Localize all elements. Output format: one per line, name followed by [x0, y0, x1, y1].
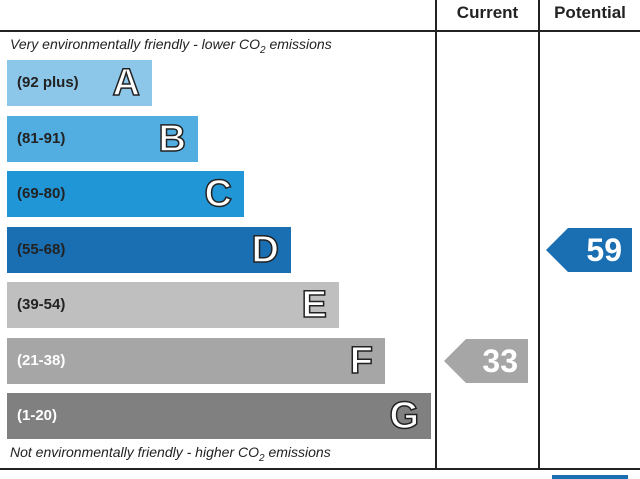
header-rule	[0, 30, 640, 32]
bottom-note: Not environmentally friendly - higher CO…	[10, 444, 331, 464]
bottom-note-subscript: 2	[259, 452, 265, 464]
current-arrow-shape	[444, 338, 528, 383]
band-b: (81-91) B	[7, 115, 198, 162]
potential-rating-value: 59	[586, 231, 622, 268]
band-e-range: (39-54)	[17, 296, 66, 313]
band-b-letter: B	[158, 117, 187, 161]
band-d-letter: D	[251, 228, 280, 272]
band-f: (21-38) F	[7, 337, 385, 384]
band-g-range: (1-20)	[17, 407, 58, 424]
band-b-range: (81-91)	[17, 129, 66, 147]
band-a: (92 plus) A	[7, 60, 152, 106]
potential-rating-arrow: 59	[546, 227, 632, 272]
bottom-note-text: Not environmentally friendly - higher C	[10, 444, 249, 460]
current-column-header: Current	[456, 3, 519, 22]
top-note-subscript: 2	[260, 44, 266, 56]
potential-column-header: Potential	[554, 3, 626, 22]
band-e: (39-54) E	[7, 282, 339, 328]
top-note-text: Very environmentally friendly - lower C	[10, 36, 250, 52]
band-f-range: (21-38)	[17, 351, 66, 369]
current-rating-arrow: 33	[444, 338, 528, 383]
bottom-rule	[0, 468, 640, 470]
current-rating-value: 33	[482, 342, 518, 379]
band-f-letter: F	[349, 339, 374, 383]
potential-arrow-shape	[546, 227, 632, 272]
band-g: (1-20) G	[7, 393, 431, 439]
top-note-symbol: O	[249, 36, 261, 52]
next-section-edge	[552, 475, 628, 479]
band-c-letter: C	[204, 172, 233, 216]
band-c: (69-80) C	[7, 171, 244, 217]
top-note-tail: emissions	[265, 36, 332, 52]
top-note: Very environmentally friendly - lower CO…	[10, 36, 332, 56]
band-a-letter: A	[112, 61, 141, 105]
bottom-note-symbol: O	[248, 444, 259, 460]
band-e-letter: E	[301, 283, 328, 327]
band-a-range: (92 plus)	[17, 74, 79, 91]
bottom-note-tail: emissions	[264, 444, 331, 460]
band-c-range: (69-80)	[17, 185, 66, 202]
band-d: (55-68) D	[7, 226, 291, 273]
divider-left	[435, 0, 437, 470]
band-g-letter: G	[389, 394, 420, 438]
divider-middle	[538, 0, 540, 470]
band-d-range: (55-68)	[17, 240, 66, 258]
